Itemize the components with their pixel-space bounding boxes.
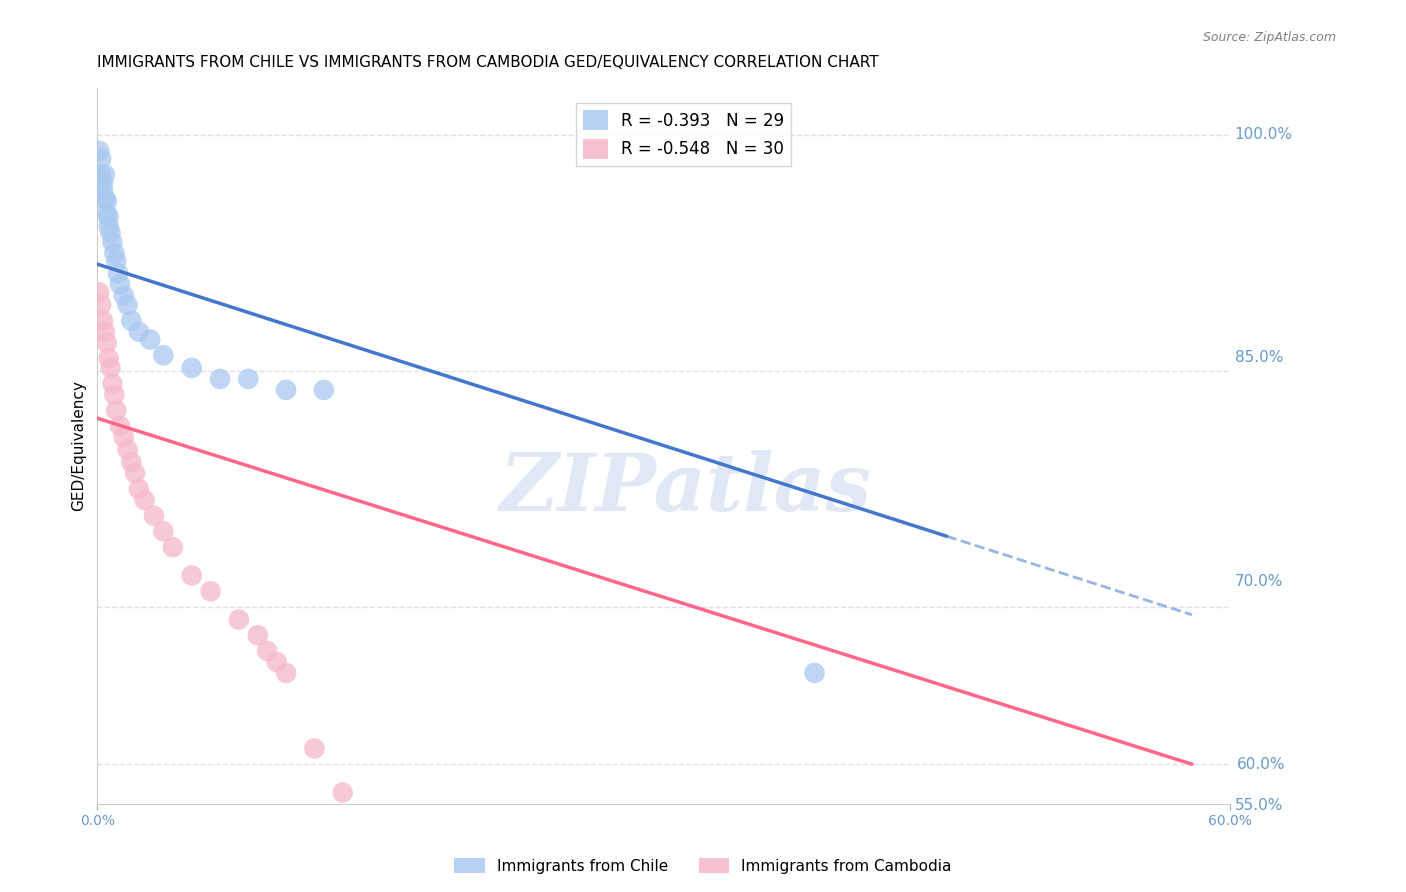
Point [120, 314, 142, 328]
Point [266, 655, 288, 669]
Point [105, 254, 128, 268]
Y-axis label: GED/Equivalency: GED/Equivalency [72, 380, 86, 511]
Point [200, 584, 222, 599]
Point [89, 285, 111, 300]
Point [274, 665, 297, 680]
Point [117, 442, 139, 457]
Point [120, 455, 142, 469]
Point [180, 360, 202, 375]
Point [238, 372, 260, 386]
Point [94, 191, 117, 205]
Point [91, 175, 114, 189]
Point [89, 144, 111, 158]
Point [105, 403, 128, 417]
Point [103, 387, 125, 401]
Legend: R = -0.393   N = 29, R = -0.548   N = 30: R = -0.393 N = 29, R = -0.548 N = 30 [576, 103, 792, 166]
Text: ZIPatlas: ZIPatlas [501, 450, 872, 527]
Text: 60.0%: 60.0% [1237, 756, 1285, 772]
Point [112, 430, 135, 444]
Point [134, 493, 156, 508]
Point [128, 325, 150, 339]
Point [112, 288, 135, 302]
Point [152, 348, 174, 362]
Point [90, 168, 112, 182]
Point [97, 219, 120, 234]
Text: IMMIGRANTS FROM CHILE VS IMMIGRANTS FROM CAMBODIA GED/EQUIVALENCY CORRELATION CH: IMMIGRANTS FROM CHILE VS IMMIGRANTS FROM… [97, 55, 879, 70]
Point [94, 325, 117, 339]
Point [803, 665, 825, 680]
Point [96, 207, 118, 221]
Point [108, 277, 131, 292]
Point [128, 482, 150, 496]
Point [101, 376, 124, 391]
Point [162, 540, 184, 554]
Point [90, 298, 112, 312]
Point [228, 613, 250, 627]
Point [100, 360, 122, 375]
Point [274, 383, 297, 397]
Point [97, 210, 120, 224]
Point [94, 168, 117, 182]
Point [246, 628, 269, 642]
Point [208, 372, 231, 386]
Point [180, 568, 202, 582]
Point [304, 741, 326, 756]
Point [332, 785, 354, 799]
Point [91, 183, 114, 197]
Point [139, 333, 162, 347]
Point [124, 467, 146, 481]
Point [101, 235, 124, 249]
Legend: Immigrants from Chile, Immigrants from Cambodia: Immigrants from Chile, Immigrants from C… [449, 852, 957, 880]
Point [143, 508, 166, 523]
Point [103, 246, 125, 260]
Point [90, 152, 112, 166]
Point [107, 267, 129, 281]
Point [91, 314, 114, 328]
Point [256, 644, 278, 658]
Point [152, 524, 174, 539]
Point [97, 351, 120, 366]
Point [96, 335, 118, 350]
Point [108, 419, 131, 434]
Point [117, 298, 139, 312]
Point [100, 226, 122, 240]
Point [312, 383, 335, 397]
Text: Source: ZipAtlas.com: Source: ZipAtlas.com [1202, 31, 1336, 45]
Point [96, 194, 118, 209]
